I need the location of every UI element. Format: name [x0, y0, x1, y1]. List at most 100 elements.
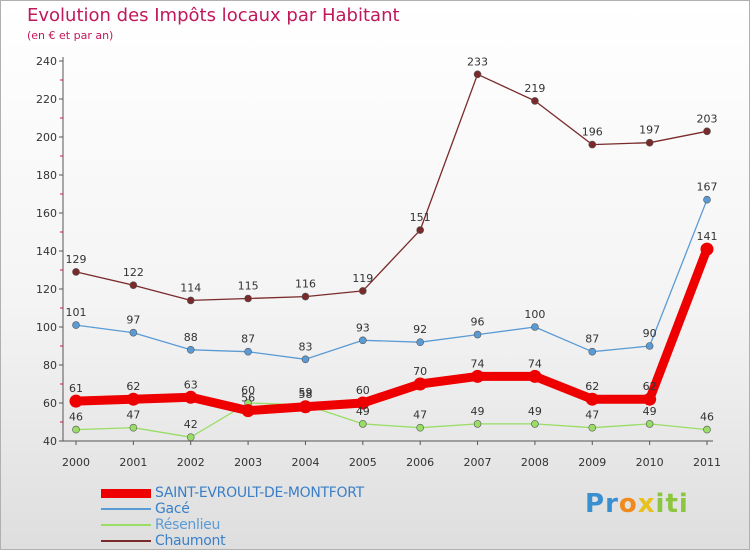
logo-letter: x [637, 489, 656, 519]
data-label: 87 [241, 333, 255, 346]
data-point [186, 433, 195, 442]
data-point [645, 342, 654, 350]
data-point [186, 296, 195, 305]
data-label: 197 [639, 124, 660, 137]
data-label: 62 [126, 380, 140, 393]
data-point [244, 347, 252, 356]
x-tick-label: 2009 [578, 456, 606, 469]
logo-letter: r [605, 489, 619, 519]
legend-swatch [101, 508, 151, 510]
data-point [473, 330, 482, 339]
data-label: 88 [184, 331, 198, 344]
data-label: 49 [643, 405, 657, 418]
data-point [126, 392, 140, 406]
data-label: 61 [69, 382, 83, 395]
data-label: 114 [180, 281, 201, 294]
x-tick-label: 2008 [521, 456, 549, 469]
legend-label: SAINT-EVROULT-DE-MONTFORT [155, 485, 364, 501]
legend-swatch [101, 524, 151, 526]
data-label: 62 [643, 380, 657, 393]
legend-label: Résenlieu [155, 517, 221, 533]
data-point [700, 242, 714, 256]
data-label: 100 [524, 308, 545, 321]
y-tick-label: 80 [43, 359, 57, 372]
data-point [703, 195, 711, 204]
series-line-3 [75, 73, 708, 302]
data-label: 63 [184, 378, 198, 391]
x-tick-label: 2007 [464, 456, 492, 469]
data-point [244, 294, 252, 303]
data-point [416, 423, 424, 432]
data-point [588, 423, 597, 432]
data-point [531, 420, 539, 428]
data-label: 151 [410, 211, 431, 224]
y-tick-label: 180 [36, 169, 57, 182]
data-label: 233 [467, 55, 488, 68]
data-point [129, 328, 138, 337]
y-tick-label: 60 [43, 397, 57, 410]
data-label: 101 [66, 306, 87, 319]
proxiti-logo: Proxiti [585, 489, 689, 519]
x-tick-label: 2005 [349, 456, 377, 469]
data-point [703, 425, 711, 434]
logo-letter: P [585, 489, 606, 519]
logo-letter: i [678, 489, 689, 519]
x-tick-label: 2003 [234, 456, 262, 469]
data-label: 90 [643, 327, 657, 340]
data-label: 87 [585, 333, 599, 346]
data-point [69, 394, 83, 408]
data-point [588, 140, 597, 149]
data-point [359, 336, 367, 345]
data-point [416, 226, 424, 234]
data-label: 196 [582, 126, 603, 139]
data-point [531, 323, 539, 331]
data-point [645, 420, 654, 428]
legend-swatch [101, 488, 151, 498]
data-point [356, 396, 370, 410]
data-label: 74 [471, 357, 485, 370]
data-label: 97 [126, 314, 140, 327]
data-point [528, 369, 542, 383]
series-line-2 [75, 402, 708, 438]
data-label: 83 [298, 340, 312, 353]
data-point [72, 268, 80, 276]
logo-letter: t [665, 489, 679, 519]
y-tick-label: 100 [36, 321, 57, 334]
chart-title: Evolution des Impôts locaux par Habitant [27, 5, 400, 26]
data-point [129, 423, 138, 432]
y-tick-label: 160 [36, 207, 57, 220]
data-point [359, 287, 367, 295]
data-point [703, 127, 711, 136]
legend-swatch [101, 540, 151, 542]
data-label: 92 [413, 323, 427, 336]
y-tick-label: 240 [36, 55, 57, 68]
data-label: 203 [697, 112, 718, 125]
data-point [416, 338, 424, 347]
x-tick-label: 2001 [119, 456, 147, 469]
data-label: 60 [356, 384, 370, 397]
data-label: 47 [126, 409, 140, 422]
data-point [645, 138, 654, 147]
data-label: 46 [700, 411, 714, 424]
data-label: 129 [66, 253, 87, 266]
data-point [241, 404, 255, 418]
y-tick-label: 140 [36, 245, 57, 258]
data-label: 122 [123, 266, 144, 279]
logo-letter: i [655, 489, 666, 519]
data-point [184, 390, 198, 404]
chart-subtitle: (en € et par an) [27, 29, 114, 42]
data-label: 47 [413, 409, 427, 422]
data-point [531, 97, 539, 105]
data-label: 119 [352, 272, 373, 285]
data-point [643, 392, 657, 406]
data-label: 49 [528, 405, 542, 418]
y-tick-label: 40 [43, 435, 57, 448]
data-point [301, 355, 310, 364]
data-point [301, 292, 310, 301]
data-label: 49 [471, 405, 485, 418]
data-label: 62 [585, 380, 599, 393]
data-label: 115 [238, 280, 259, 293]
data-label: 96 [471, 316, 485, 329]
x-tick-label: 2010 [636, 456, 664, 469]
